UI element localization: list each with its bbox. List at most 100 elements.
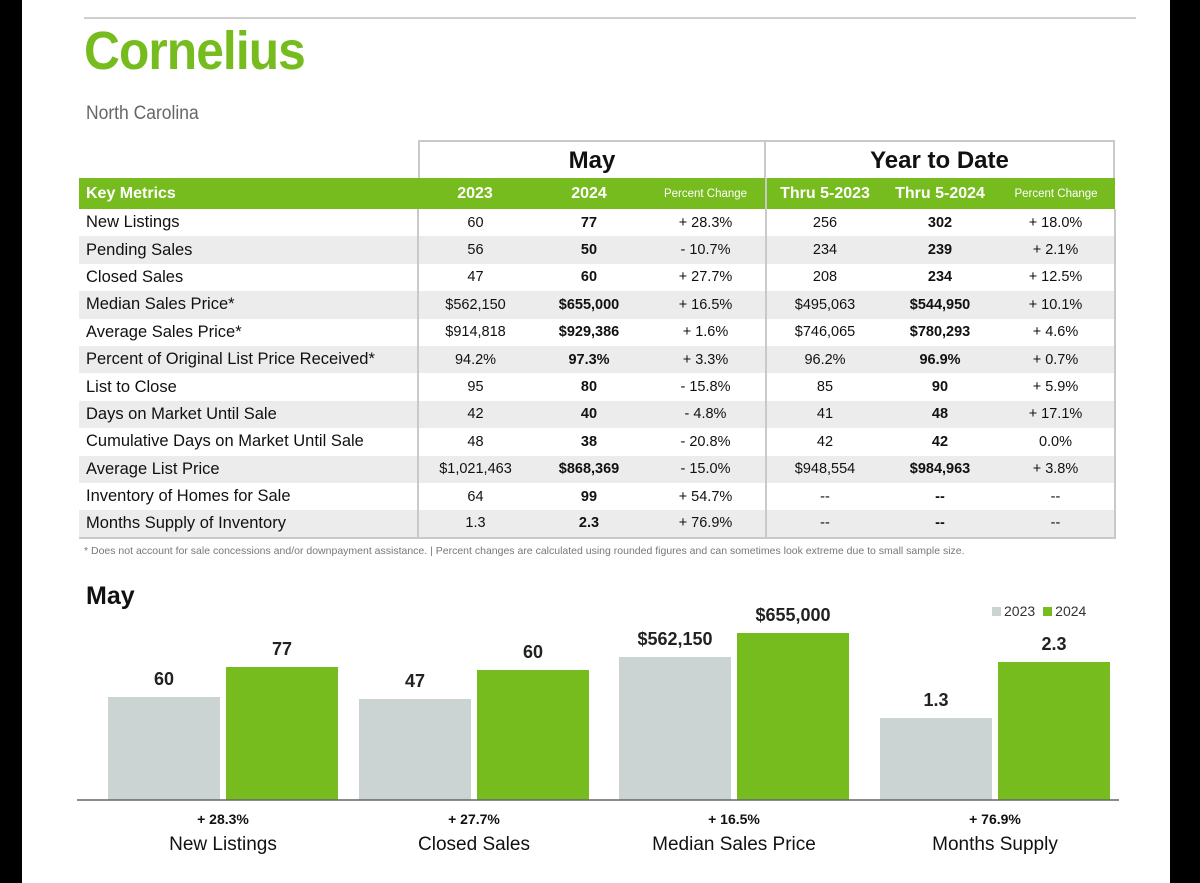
group-header-may: May [418, 140, 766, 179]
metric-value: + 16.5% [678, 296, 733, 313]
metric-value: + 0.7% [997, 345, 1116, 374]
metric-value: -- [765, 482, 883, 511]
metric-value: + 12.5% [997, 263, 1116, 292]
category-change-label: + 76.9% [969, 811, 1021, 827]
metric-value: 99 [580, 488, 598, 505]
table-row: Inventory of Homes for Sale 64 99 + 54.7% --… [79, 482, 1116, 511]
metric-name: Percent of Original List Price Received* [86, 350, 375, 369]
table-row: Median Sales Price* $562,150 $655,000 + 16.… [79, 291, 1116, 319]
metric-value: 60 [417, 209, 532, 237]
metric-value: 50 [580, 242, 598, 259]
metric-value: + 4.6% [997, 318, 1116, 346]
metric-name: Average Sales Price* [86, 322, 242, 341]
metric-value: 80 [580, 379, 598, 396]
metric-value: $746,065 [765, 318, 883, 346]
metric-name: Pending Sales [86, 240, 193, 259]
category-label: Closed Sales [418, 834, 530, 855]
metric-value: 302 [927, 214, 953, 231]
metric-value: 38 [580, 433, 598, 450]
bar-2024-new-listings [226, 667, 338, 800]
metric-value: - 4.8% [684, 406, 727, 423]
metric-value: $984,963 [909, 461, 971, 478]
metric-value: 2.3 [532, 510, 646, 539]
metric-value: $544,950 [909, 296, 971, 313]
metric-name: Median Sales Price* [86, 295, 235, 314]
metric-value: 239 [927, 242, 953, 259]
metric-value: + 76.9% [646, 510, 766, 539]
page-title: Cornelius [84, 21, 306, 81]
metric-value: 77 [580, 214, 598, 231]
legend-item-2024: 2024 [1043, 603, 1086, 619]
metric-value: - 10.7% [680, 242, 731, 259]
metric-value: 96.2% [765, 345, 883, 374]
bar-value-label: 2.3 [1041, 634, 1066, 654]
metric-value: $495,063 [765, 291, 883, 319]
table-row: Percent of Original List Price Received*… [79, 345, 1116, 374]
bar-value-label: 47 [405, 671, 425, 691]
metric-name: Months Supply of Inventory [79, 510, 418, 539]
metric-value: 95 [417, 373, 532, 401]
metric-value: $929,386 [558, 324, 620, 341]
category-change-label: + 28.3% [197, 811, 249, 827]
metric-value: $868,369 [558, 461, 620, 478]
metric-name: Cumulative Days on Market Until Sale [86, 432, 364, 451]
category-label: Median Sales Price [652, 834, 816, 855]
metric-value: + 3.8% [997, 455, 1116, 483]
table-row: Pending Sales 56 50 - 10.7% 234 239 + 2.1% [79, 236, 1116, 264]
metric-name: Average List Price [86, 459, 220, 478]
table-row: Days on Market Until Sale 42 40 - 4.8% 41 48 +… [79, 400, 1116, 429]
metric-value: 96.9% [919, 351, 961, 368]
metric-name: Closed Sales [86, 267, 184, 286]
bar-2023-months-supply [880, 718, 992, 800]
metric-value: + 2.1% [997, 236, 1116, 264]
metric-value: 1.3 [417, 510, 532, 539]
legend-label: 2024 [1055, 603, 1087, 619]
metric-value: -- [883, 510, 997, 539]
metric-value: + 54.7% [678, 488, 733, 505]
metric-name: New Listings [86, 213, 180, 232]
metric-value: -- [997, 482, 1116, 511]
page-subtitle: North Carolina [86, 103, 199, 124]
bar-value-label: 77 [272, 639, 292, 659]
table-row: List to Close 95 80 - 15.8% 85 90 + 5.9% [79, 373, 1116, 401]
metric-value: 94.2% [417, 345, 532, 374]
metric-value: 256 [765, 209, 883, 237]
metric-value: + 3.3% [682, 351, 729, 368]
table-row: Months Supply of Inventory 1.3 2.3 + 76.9% -… [79, 510, 1116, 539]
table-row: Cumulative Days on Market Until Sale 48 38… [79, 428, 1116, 456]
legend-swatch [992, 607, 1001, 616]
top-divider [84, 17, 1136, 19]
metric-value: 208 [765, 263, 883, 292]
metric-value: 48 [417, 428, 532, 456]
metric-value: 56 [417, 236, 532, 264]
metric-value: 42 [765, 428, 883, 456]
chart-legend: 2023 2024 [992, 603, 1086, 619]
bar-2024-median-sales-price [737, 633, 849, 800]
metric-value: + 5.9% [997, 373, 1116, 401]
table-header-row: Key Metrics 2023 2024 Percent Change Thr… [79, 178, 1115, 209]
column-header: Thru 5-2023 [765, 178, 883, 209]
category-change-label: + 16.5% [708, 811, 760, 827]
metric-name: Inventory of Homes for Sale [86, 487, 291, 506]
metric-value: 85 [765, 373, 883, 401]
metric-value: $562,150 [417, 291, 532, 319]
metric-value: + 17.1% [997, 400, 1116, 429]
bar-2023-new-listings [108, 697, 220, 800]
column-header: 2023 [457, 184, 493, 202]
metric-value: 0.0% [997, 428, 1116, 456]
table-row: Average List Price $1,021,463 $868,369 - 15… [79, 455, 1116, 483]
metric-value: $655,000 [558, 296, 620, 313]
metric-value: -- [997, 510, 1116, 539]
bar-2024-months-supply [998, 662, 1110, 800]
bar-chart: 60 77 + 28.3% New Listings 47 60 + 27.7% Closed… [77, 605, 1119, 855]
bar-value-label: 60 [154, 669, 174, 689]
metric-value: $780,293 [909, 324, 971, 341]
metric-name: List to Close [86, 377, 177, 396]
bar-2023-closed-sales [359, 699, 471, 800]
category-change-label: + 27.7% [448, 811, 500, 827]
bar-value-label: 1.3 [923, 690, 948, 710]
legend-label: 2023 [1004, 603, 1036, 619]
metric-name: Days on Market Until Sale [86, 404, 277, 423]
chart-title: May [86, 582, 135, 610]
bar-value-label: $655,000 [755, 605, 830, 625]
